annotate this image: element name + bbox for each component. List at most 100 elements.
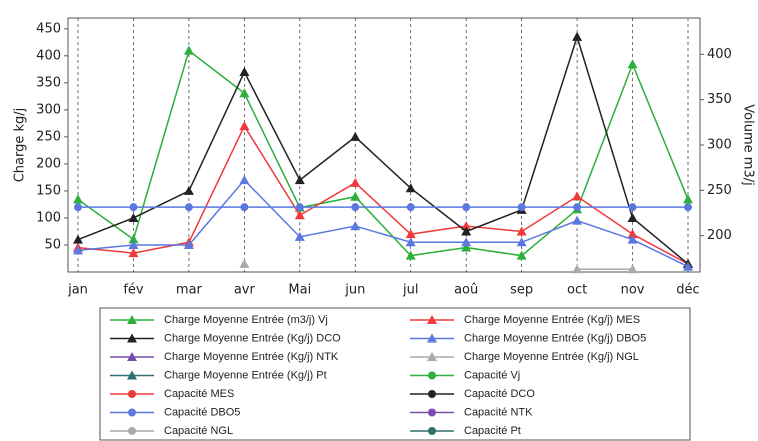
data-point: [239, 121, 250, 131]
x-tick-label: jul: [402, 283, 418, 298]
legend-label: Charge Moyenne Entrée (Kg/j) DBO5: [464, 332, 646, 344]
data-point: [461, 221, 472, 231]
data-point: [516, 237, 527, 247]
data-point: [572, 31, 583, 41]
x-tick-label: avr: [234, 283, 256, 298]
legend-label: Capacité NTK: [464, 406, 533, 418]
y-tick-label: 450: [36, 21, 61, 36]
legend-label: Charge Moyenne Entrée (m3/j) Vj: [164, 314, 328, 326]
x-tick-label: fév: [123, 283, 144, 298]
data-point: [572, 215, 583, 225]
y2-tick-label: 400: [707, 47, 732, 62]
data-point: [350, 131, 361, 141]
data-point: [129, 203, 138, 212]
data-point: [351, 203, 360, 212]
y-tick-label: 100: [36, 210, 61, 225]
legend-label: Capacité Vj: [464, 369, 520, 381]
data-point: [627, 264, 638, 274]
x-tick-label: oct: [567, 283, 587, 298]
data-point: [572, 264, 583, 274]
data-point: [128, 212, 139, 222]
legend-marker: [428, 427, 436, 435]
legend-label: Charge Moyenne Entrée (Kg/j) NTK: [164, 351, 339, 363]
data-point: [627, 59, 638, 69]
data-point: [73, 245, 83, 255]
data-point: [461, 242, 472, 252]
legend-marker: [428, 408, 436, 417]
x-tick-label: mar: [176, 283, 203, 298]
data-point: [240, 203, 249, 212]
y-tick-label: 200: [36, 156, 61, 171]
data-point: [461, 226, 472, 236]
data-point: [183, 45, 194, 55]
data-point: [628, 203, 637, 212]
data-point: [627, 229, 638, 239]
y-axis-label: Charge kg/j: [13, 108, 28, 183]
legend-label: Capacité DCO: [464, 388, 535, 400]
data-point: [294, 231, 305, 241]
legend-label: Capacité DBO5: [164, 406, 240, 418]
legend: [99, 307, 691, 441]
series-line: [77, 34, 689, 265]
data-point: [350, 221, 361, 231]
data-point: [405, 183, 416, 193]
data-point: [517, 203, 526, 212]
data-point: [239, 67, 250, 77]
data-point: [350, 177, 361, 187]
x-tick-label: aoû: [454, 283, 478, 298]
y-tick-label: 300: [36, 102, 61, 117]
data-point: [184, 203, 193, 212]
x-tick-label: jan: [67, 283, 88, 298]
legend-marker: [128, 390, 136, 398]
data-point: [627, 212, 638, 222]
data-point: [128, 248, 139, 258]
data-point: [462, 203, 471, 212]
legend-marker: [427, 333, 437, 343]
legend-label: Charge Moyenne Entrée (Kg/j) NGL: [464, 351, 639, 363]
y-tick-label: 350: [36, 75, 61, 90]
data-point: [239, 175, 250, 185]
y2-tick-label: 300: [707, 138, 732, 153]
data-point: [516, 226, 527, 236]
data-point: [627, 234, 638, 244]
data-point: [572, 191, 583, 201]
data-point: [405, 237, 416, 247]
legend-label: Charge Moyenne Entrée (Kg/j) Pt: [164, 369, 327, 381]
legend-marker: [128, 408, 136, 417]
series-line: [77, 49, 689, 257]
legend-label: Charge Moyenne Entrée (Kg/j) DCO: [164, 332, 341, 344]
y-tick-label: 250: [36, 129, 61, 144]
data-point: [406, 203, 415, 212]
data-point: [183, 239, 194, 249]
series-line: [77, 179, 689, 268]
data-point: [294, 175, 305, 185]
legend-label: Capacité Pt: [464, 425, 521, 437]
data-point: [683, 194, 693, 204]
data-point: [73, 234, 83, 244]
data-point: [239, 258, 250, 268]
legend-label: Capacité MES: [164, 388, 234, 400]
data-point: [239, 88, 250, 98]
legend-label: Charge Moyenne Entrée (Kg/j) MES: [464, 314, 640, 326]
x-tick-label: jun: [344, 283, 365, 298]
data-point: [461, 237, 472, 247]
legend-marker: [427, 352, 437, 361]
data-point: [128, 234, 139, 244]
x-tick-label: nov: [621, 283, 645, 298]
data-point: [73, 194, 83, 204]
data-point: [295, 203, 304, 212]
data-point: [405, 250, 416, 260]
y2-axis-label: Volume m3/j: [741, 104, 756, 185]
legend-label: Capacité NGL: [164, 425, 233, 437]
data-point: [573, 203, 582, 212]
legend-marker: [127, 352, 137, 361]
x-tick-label: sep: [510, 283, 533, 298]
y-tick-label: 400: [36, 48, 61, 63]
data-point: [516, 250, 527, 260]
legend-items: Charge Moyenne Entrée (m3/j) Vj Charge Mo…: [110, 314, 646, 437]
legend-marker: [127, 333, 137, 343]
data-point: [128, 239, 139, 249]
legend-marker: [428, 371, 436, 380]
y2-tick-label: 350: [707, 92, 732, 107]
